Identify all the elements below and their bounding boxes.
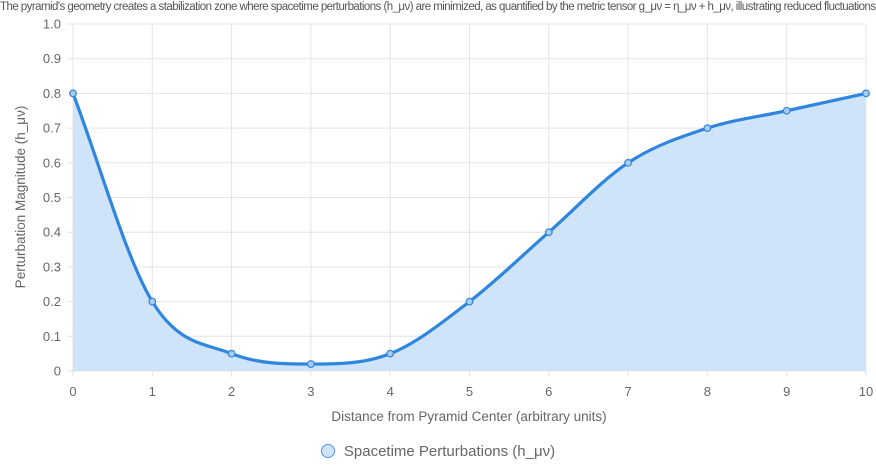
x-tick-label: 2 [228, 384, 235, 399]
y-tick-label: 0.4 [43, 225, 61, 240]
data-point [465, 297, 474, 306]
chart-canvas: 0 1 2 3 4 5 6 7 8 9 10 0 0.1 0.2 0.3 0.4 0.5 0.6 0.7 0.8 0.… [13, 17, 873, 425]
data-point [703, 124, 712, 133]
x-tick-label: 7 [624, 384, 631, 399]
y-tick-label: 0 [54, 364, 61, 379]
x-axis-label: Distance from Pyramid Center (arbitrary … [331, 409, 606, 424]
y-axis-ticks: 0 0.1 0.2 0.3 0.4 0.5 0.6 0.7 0.8 0.9 1.0 [43, 17, 61, 379]
y-tick-label: 0.6 [43, 155, 61, 170]
x-tick-label: 3 [307, 384, 314, 399]
y-tick-label: 0.8 [43, 86, 61, 101]
x-tick-label: 8 [704, 384, 711, 399]
y-tick-label: 0.9 [43, 51, 61, 66]
x-tick-label: 0 [69, 384, 76, 399]
y-tick-label: 0.1 [43, 329, 61, 344]
y-tick-label: 1.0 [43, 17, 61, 32]
data-point [624, 158, 632, 167]
series-area [73, 93, 866, 372]
x-tick-label: 5 [466, 384, 473, 399]
series-path [71, 91, 867, 366]
data-point [307, 360, 315, 368]
x-tick-label: 1 [149, 384, 156, 399]
data-point [69, 89, 77, 98]
data-point [782, 106, 791, 115]
data-point [386, 349, 395, 358]
x-tick-label: 4 [387, 384, 394, 399]
y-tick-label: 0.3 [43, 259, 61, 274]
chart-title: The pyramid's geometry creates a stabili… [0, 1, 876, 13]
y-tick-label: 0.5 [43, 190, 61, 205]
data-points [69, 89, 870, 368]
legend-label: Spacetime Perturbations (h_μν) [343, 443, 556, 460]
data-point [227, 349, 236, 358]
x-tick-label: 10 [859, 384, 873, 399]
y-tick-label: 0.7 [43, 121, 61, 136]
data-point [862, 89, 870, 98]
data-point [148, 297, 157, 306]
y-axis-label: Perturbation Magnitude (h_μν) [13, 106, 28, 289]
x-tick-label: 9 [783, 384, 790, 399]
y-tick-label: 0.2 [43, 294, 61, 309]
legend[interactable]: Spacetime Perturbations (h_μν) [0, 443, 876, 460]
x-tick-label: 6 [545, 384, 552, 399]
legend-swatch [320, 444, 335, 458]
data-point [544, 228, 553, 237]
series-line [71, 91, 867, 366]
area-fill [73, 93, 866, 372]
x-axis-ticks: 0 1 2 3 4 5 6 7 8 9 10 [69, 384, 873, 399]
